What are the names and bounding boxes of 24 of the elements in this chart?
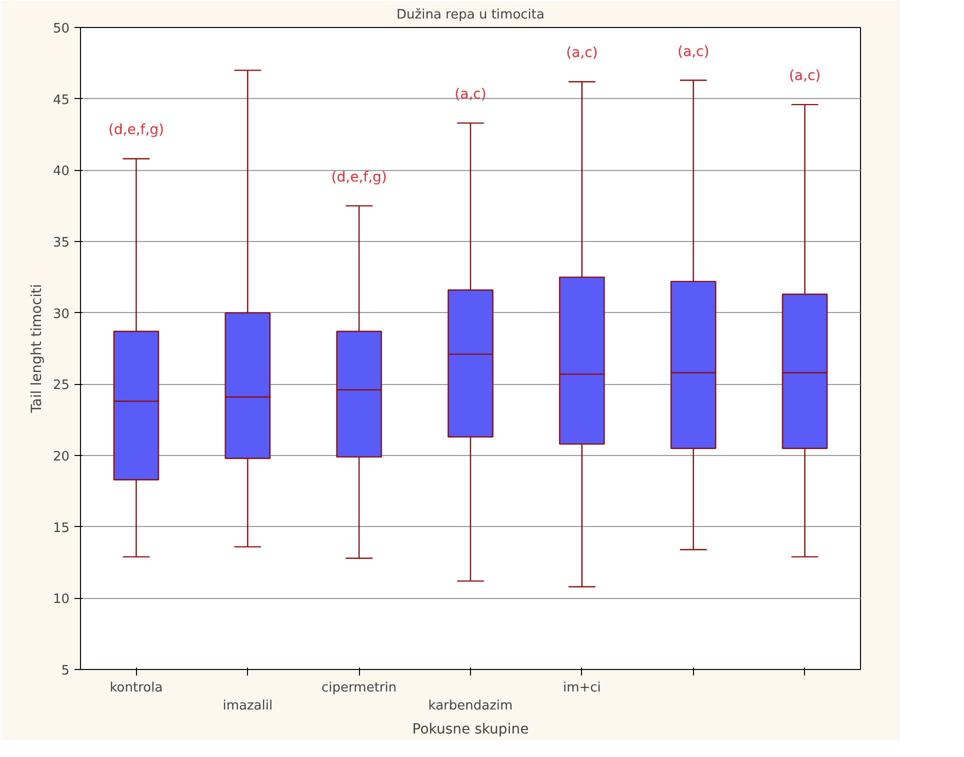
x-tick-label: imazalil [222,698,273,714]
annotation: (a,c) [566,45,598,62]
y-tick-label: 45 [52,92,70,108]
y-tick-label: 5 [61,664,70,678]
y-tick-label: 30 [52,306,70,322]
y-tick-label: 50 [52,22,70,36]
y-tick-label: 35 [52,236,70,250]
x-tick-label: cipermetrin [322,680,397,696]
chart-title: Dužina repa u timocita [396,8,544,22]
x-tick-label: kontrola [110,680,163,696]
annotation: (d,e,f,g) [108,122,164,138]
x-axis-title: Pokusne skupine [412,722,529,738]
annotation: (a,c) [454,86,486,103]
x-tick-label: im+ci [562,680,601,696]
y-tick-label: 40 [52,164,70,180]
y-tick-label: 10 [52,592,70,608]
y-tick-label: 20 [52,450,70,464]
y-tick-label: 25 [52,378,70,394]
annotation: (d,e,f,g) [331,169,387,186]
y-tick-label: 15 [52,520,70,536]
x-tick-label: karbendazim [428,698,513,714]
annotation: (a,c) [678,44,710,60]
y-axis-title: Tail lenght timociti [28,284,45,414]
annotation: (a,c) [788,68,821,84]
